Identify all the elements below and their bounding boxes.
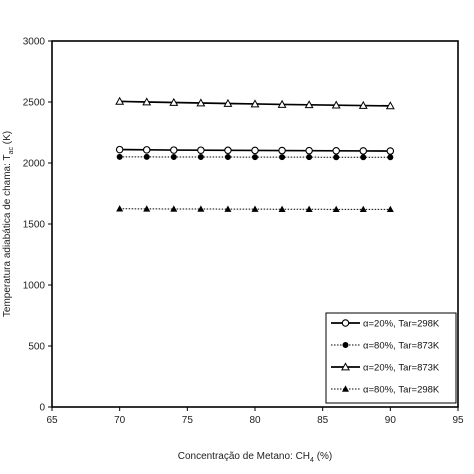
data-point — [169, 97, 179, 106]
y-axis-label-subscript: ac — [8, 147, 15, 155]
data-point — [197, 146, 205, 154]
legend-label: α=80%, Tar=873K — [363, 341, 440, 352]
data-point — [116, 153, 123, 160]
x-tick-label: 70 — [114, 415, 126, 426]
data-point — [305, 205, 313, 212]
y-axis-label: Temperatura adiabática de chama: Tac (K) — [2, 131, 15, 317]
axes: 65 70 75 80 85 90 95 0 500 1000 1500 2000 2500 3000 — [23, 37, 464, 427]
data-point — [223, 98, 233, 107]
x-axis-label: Concentração de Metano: CH4 (%) — [178, 451, 333, 464]
data-point — [358, 100, 368, 109]
y-tick-label: 1500 — [23, 220, 46, 231]
legend-marker — [341, 319, 350, 327]
y-axis-label-unit: (K) — [2, 131, 13, 147]
legend-entry: α=80%, Tar=873K — [331, 341, 440, 352]
data-point — [278, 205, 286, 212]
data-point — [143, 205, 151, 212]
data-point — [359, 147, 368, 155]
legend: α=20%, Tar=298K α=80%, Tar=873K α=20%, Tar… — [325, 312, 457, 404]
series-layer — [115, 96, 395, 213]
x-axis-label-subscript: 4 — [310, 457, 314, 464]
legend-box — [325, 312, 457, 404]
data-point — [115, 96, 125, 105]
series-2 — [116, 153, 394, 161]
data-point — [170, 154, 177, 161]
legend-label: α=20%, Tar=873K — [363, 363, 440, 374]
x-tick-label: 85 — [317, 415, 329, 426]
data-point — [332, 147, 340, 155]
legend-label: α=80%, Tar=298K — [363, 385, 440, 396]
data-point — [332, 205, 340, 213]
data-point — [331, 100, 341, 109]
data-point — [197, 205, 205, 212]
y-tick-label: 1000 — [23, 281, 46, 292]
legend-entry: α=20%, Tar=873K — [331, 362, 440, 374]
data-point — [306, 154, 313, 161]
data-point — [224, 146, 232, 155]
data-point — [279, 154, 286, 161]
data-point — [170, 205, 178, 212]
legend-marker — [341, 362, 350, 371]
x-tick-label: 95 — [452, 415, 464, 426]
data-point — [333, 154, 340, 161]
data-point — [385, 101, 395, 110]
x-axis-label-unit: (%) — [314, 451, 332, 462]
legend-marker — [341, 385, 350, 392]
legend-entry: α=80%, Tar=298K — [331, 385, 440, 396]
x-tick-label: 65 — [46, 415, 58, 426]
data-point — [250, 99, 260, 108]
data-point — [386, 147, 395, 155]
data-point — [224, 154, 231, 161]
data-point — [142, 146, 151, 154]
data-point — [304, 100, 314, 109]
data-point — [359, 205, 367, 213]
series-3 — [115, 96, 395, 110]
data-point — [386, 205, 394, 213]
data-point — [360, 154, 367, 161]
data-point — [142, 97, 152, 106]
data-point — [278, 146, 286, 155]
y-axis-label-main: Temperatura adiabática de chama: T — [2, 154, 13, 317]
legend-label: α=20%, Tar=298K — [363, 319, 440, 330]
data-point — [252, 154, 259, 161]
legend-entry: α=20%, Tar=298K — [331, 319, 440, 330]
y-tick-label: 0 — [39, 403, 45, 414]
y-tick-label: 500 — [28, 342, 45, 353]
data-point — [143, 153, 150, 160]
series-4 — [116, 205, 394, 213]
legend-marker — [342, 341, 349, 348]
x-tick-label: 90 — [385, 415, 397, 426]
data-point — [170, 146, 178, 154]
data-point — [387, 154, 394, 161]
x-tick-label: 75 — [182, 415, 194, 426]
data-point — [277, 99, 287, 108]
data-point — [116, 205, 124, 212]
y-tick-label: 2500 — [23, 98, 46, 109]
data-point — [251, 205, 259, 212]
data-point — [251, 146, 259, 155]
y-tick-label: 3000 — [23, 37, 46, 48]
data-point — [196, 98, 206, 107]
data-point — [115, 145, 124, 154]
series-1 — [115, 145, 395, 155]
y-tick-label: 2000 — [23, 159, 46, 170]
data-point — [197, 154, 204, 161]
x-axis-label-main: Concentração de Metano: CH — [178, 451, 310, 462]
data-point — [305, 146, 313, 155]
x-tick-label: 80 — [249, 415, 261, 426]
data-point — [224, 205, 232, 212]
